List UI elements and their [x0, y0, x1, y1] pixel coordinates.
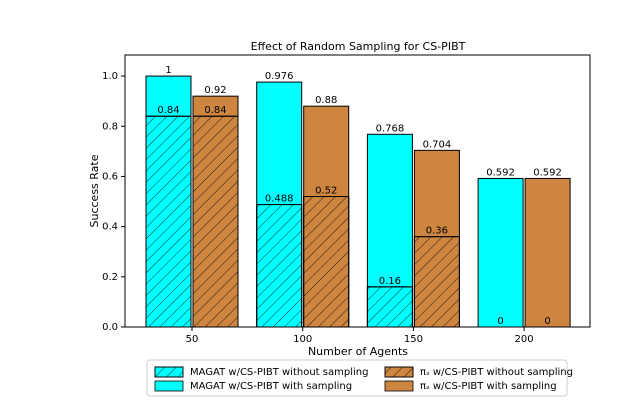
legend-label: MAGAT w/CS-PIBT with sampling: [190, 381, 352, 392]
plot-frame: [124, 54, 591, 328]
legend-swatch: [384, 380, 414, 392]
y-tick-label: 0.6: [102, 171, 118, 182]
data-label: 0.88: [315, 95, 337, 106]
data-label: 1: [165, 65, 171, 76]
data-label: 0.84: [204, 105, 226, 116]
x-tick-label: 150: [404, 334, 423, 345]
data-label: 0: [544, 316, 550, 327]
x-tick-label: 100: [293, 334, 312, 345]
data-label: 0.92: [204, 85, 226, 96]
y-tick-label: 0.8: [102, 121, 118, 132]
y-tick-label: 1.0: [102, 71, 118, 82]
data-label: 0.16: [379, 276, 401, 287]
data-label: 0.52: [315, 186, 337, 197]
bar: [524, 177, 571, 328]
legend-hatch: [384, 366, 414, 378]
legend-label: πₛ w/CS-PIBT with sampling: [420, 381, 557, 392]
data-label: 0.592: [486, 167, 515, 178]
bar-hatch: [192, 115, 239, 328]
legend-box: [146, 359, 568, 397]
x-axis-label: Number of Agents: [308, 345, 408, 358]
y-axis-label: Success Rate: [88, 154, 101, 227]
y-tick-label: 0.0: [102, 322, 118, 333]
legend-label: MAGAT w/CS-PIBT without sampling: [190, 367, 368, 378]
data-label: 0: [497, 316, 503, 327]
data-label: 0.592: [533, 167, 562, 178]
legend-label: πₛ w/CS-PIBT without sampling: [420, 367, 573, 378]
data-label: 0.84: [157, 105, 179, 116]
y-tick-label: 0.4: [102, 222, 118, 233]
bar-hatch: [256, 204, 303, 328]
data-label: 0.36: [426, 226, 448, 237]
bar-hatch: [303, 196, 350, 328]
y-tick-label: 0.2: [102, 272, 118, 283]
bar-hatch: [145, 115, 192, 328]
legend-hatch: [154, 366, 184, 378]
chart-title: Effect of Random Sampling for CS-PIBT: [251, 40, 466, 53]
bar-hatch: [413, 236, 460, 328]
legend-swatch: [154, 380, 184, 392]
bar-hatch: [366, 286, 413, 328]
x-tick-label: 200: [515, 334, 534, 345]
data-label: 0.976: [265, 71, 294, 82]
data-label: 0.488: [265, 194, 294, 205]
data-label: 0.768: [376, 123, 405, 134]
x-tick-label: 50: [186, 334, 199, 345]
bar: [477, 177, 524, 328]
data-label: 0.704: [423, 139, 452, 150]
